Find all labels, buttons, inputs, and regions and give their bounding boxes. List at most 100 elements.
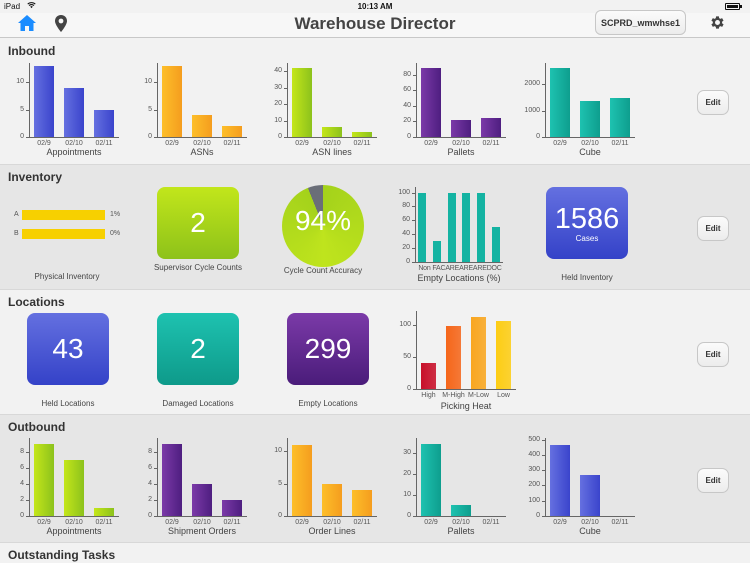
chart-bar[interactable] [94, 109, 114, 137]
x-axis [416, 516, 506, 517]
battery-icon [725, 3, 742, 10]
x-tick-label: 02/9 [295, 519, 309, 526]
warehouse-selector-button[interactable]: SCPRD_wmwhse1 [595, 10, 686, 35]
chart-bar[interactable] [580, 474, 600, 516]
x-axis [157, 516, 247, 517]
chart-bar[interactable] [451, 119, 471, 137]
chart-bar[interactable] [481, 117, 501, 137]
y-tick-label: 2 [20, 496, 24, 504]
outbound-chart-cube[interactable]: 0 100 200 300 400 500 02/9 02/10 02/11 Cube [520, 415, 650, 540]
held-locations-tile[interactable]: 43 [27, 313, 109, 385]
outbound-chart-appointments[interactable]: 0 2 4 6 8 02/9 02/10 02/11 Appointments [0, 415, 130, 540]
chart-bar[interactable] [352, 132, 372, 137]
carrier-label: iPad [4, 2, 21, 11]
y-tick-label: 0 [536, 133, 540, 140]
locations-title: Locations [8, 295, 65, 309]
locations-section: Locations 43 Held Locations 2 Damaged Lo… [0, 290, 750, 415]
inbound-chart-asn-lines[interactable]: 0 10 20 30 40 02/9 02/10 02/11 ASN lines [260, 39, 390, 164]
y-tick-mark [26, 109, 29, 111]
chart-bar[interactable] [446, 326, 461, 389]
y-tick-label: 6 [20, 464, 24, 472]
y-tick-label: 20 [274, 100, 282, 108]
outbound-chart-pallets[interactable]: 0 10 20 30 02/9 02/10 02/11 Pallets [390, 415, 520, 540]
chart-bar[interactable] [352, 490, 372, 516]
supervisor-cycle-counts-tile[interactable]: 2 [157, 187, 239, 259]
chart-bar[interactable] [471, 317, 486, 389]
chart-bar[interactable] [322, 483, 342, 516]
inbound-edit-button[interactable]: Edit [697, 90, 729, 115]
picking-heat-chart[interactable]: 0 50 100 High M-High M-Low Low Picking Heat [388, 290, 528, 411]
chart-bar[interactable] [64, 460, 84, 516]
chart-bar[interactable] [292, 67, 312, 137]
chart-bar[interactable] [447, 192, 456, 262]
chart-bar[interactable] [610, 97, 630, 137]
cycle-count-accuracy-pie[interactable] [282, 185, 364, 267]
x-tick-label: 02/10 [65, 140, 83, 147]
chart-bar[interactable] [421, 68, 441, 137]
chart-bar[interactable] [550, 68, 570, 137]
inbound-chart-appointments[interactable]: 0 5 10 02/9 02/10 02/11 Appointments [0, 39, 130, 164]
home-button[interactable] [17, 14, 37, 34]
y-tick-label: 0 [148, 512, 152, 519]
y-tick-mark [154, 500, 157, 502]
location-button[interactable] [54, 14, 70, 34]
chart-bar[interactable] [64, 87, 84, 137]
y-tick-label: 500 [528, 435, 540, 443]
y-tick-mark [413, 516, 416, 517]
chart-bar[interactable] [462, 192, 471, 262]
y-axis [545, 438, 546, 517]
empty-locations-chart[interactable]: 0 20 40 60 80 100 Non FACAREAREAREDOC Empty Loc… [388, 165, 508, 283]
x-tick-label: 02/11 [95, 140, 113, 147]
chart-bar[interactable] [192, 115, 212, 137]
x-tick-label: 02/10 [452, 519, 470, 526]
chart-bar[interactable] [162, 444, 182, 516]
outbound-chart-shipment-orders[interactable]: 0 2 4 6 8 02/9 02/10 02/11 Shipment Orders [130, 415, 260, 540]
y-tick-label: 40 [402, 230, 410, 238]
chart-bar[interactable] [580, 100, 600, 137]
y-tick-mark [413, 137, 416, 138]
y-tick-mark [542, 470, 545, 472]
inbound-chart-asns[interactable]: 0 5 10 02/9 02/10 02/11 ASNs [130, 39, 260, 164]
chart-bar[interactable] [34, 444, 54, 516]
x-axis [287, 137, 377, 138]
chart-bar[interactable] [418, 192, 427, 262]
y-tick-mark [412, 192, 415, 194]
chart-bar[interactable] [322, 127, 342, 137]
empty-locations-tile[interactable]: 299 [287, 313, 369, 385]
inventory-edit-button[interactable]: Edit [697, 216, 729, 241]
chart-bar[interactable] [192, 484, 212, 516]
chart-bar[interactable] [491, 227, 500, 262]
chart-bar[interactable] [451, 505, 471, 516]
x-tick-label: 02/11 [95, 519, 113, 526]
y-tick-mark [413, 473, 416, 475]
chart-bar[interactable] [496, 320, 511, 389]
outbound-edit-button[interactable]: Edit [697, 468, 729, 493]
held-inventory-tile[interactable]: 1586 Cases [546, 187, 628, 259]
inbound-chart-pallets[interactable]: 0 20 40 60 80 02/9 02/10 02/11 Pallets [390, 39, 520, 164]
locations-edit-button[interactable]: Edit [697, 342, 729, 367]
settings-button[interactable] [709, 14, 727, 32]
pi-row-b-bar [22, 229, 105, 239]
chart-bar[interactable] [94, 508, 114, 516]
y-tick-mark [284, 120, 287, 122]
y-tick-label: 6 [148, 464, 152, 472]
chart-bar[interactable] [433, 241, 441, 262]
chart-bar[interactable] [421, 363, 436, 389]
chart-bar[interactable] [222, 126, 242, 137]
y-tick-mark [413, 325, 416, 327]
chart-bar[interactable] [222, 500, 242, 516]
damaged-locations-tile[interactable]: 2 [157, 313, 239, 385]
chart-bar[interactable] [421, 444, 441, 516]
chart-bar[interactable] [34, 65, 54, 137]
inbound-chart-cube[interactable]: 0 1000 2000 02/9 02/10 02/11 Cube [520, 39, 650, 164]
x-tick-label: 02/10 [581, 519, 599, 526]
chart-bar[interactable] [292, 444, 312, 516]
y-tick-label: 0 [407, 133, 411, 140]
chart-bar[interactable] [550, 444, 570, 516]
chart-bar[interactable] [477, 192, 485, 262]
y-tick-mark [542, 84, 545, 86]
y-tick-mark [284, 71, 287, 73]
chart-bar[interactable] [162, 65, 182, 137]
outbound-chart-order-lines[interactable]: 0 5 10 02/9 02/10 02/11 Order Lines [260, 415, 390, 540]
